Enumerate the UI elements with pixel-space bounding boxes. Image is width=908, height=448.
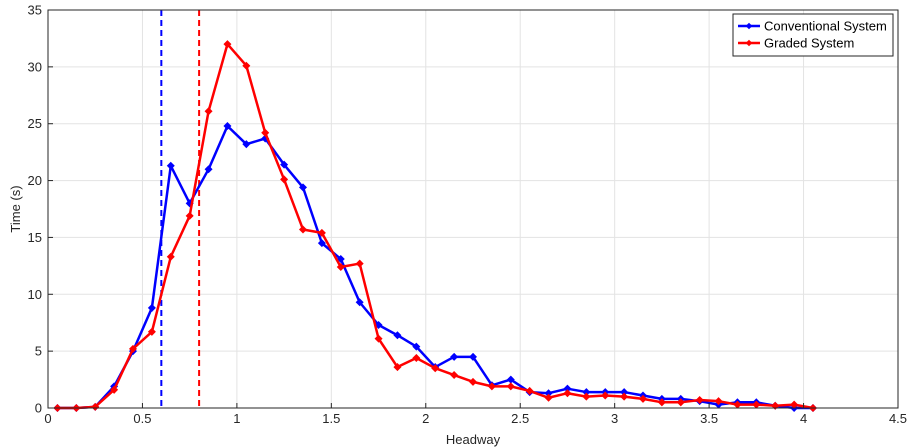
data-point-marker (412, 342, 421, 351)
x-axis-ticks: 0 0.5 1 1.5 2 2.5 3 3.5 4 4.5 (44, 403, 907, 426)
data-point-marker (128, 344, 138, 353)
data-point-marker (242, 140, 251, 149)
data-point-marker (374, 320, 383, 329)
data-point-marker (771, 401, 780, 410)
reference-lines (160, 10, 201, 408)
y-tick-label: 10 (28, 287, 42, 302)
series-line (57, 42, 814, 410)
x-tick-label: 0.5 (133, 411, 151, 426)
x-tick-label: 3.5 (700, 411, 718, 426)
y-axis-label: Time (s) (8, 185, 23, 232)
data-point-marker (280, 175, 289, 184)
x-tick-label: 3 (611, 411, 618, 426)
x-tick-label: 2 (422, 411, 429, 426)
data-point-marker (185, 211, 194, 220)
data-point-marker (582, 392, 591, 401)
data-point-marker (261, 128, 270, 137)
data-point-marker (110, 385, 119, 394)
plot-frame (47, 9, 899, 409)
data-point-marker (298, 225, 308, 234)
x-tick-label: 4.5 (889, 411, 907, 426)
data-point-marker (336, 262, 345, 272)
data-point-marker (91, 402, 100, 411)
data-point-marker (695, 396, 704, 405)
data-point-marker (280, 160, 289, 169)
data-point-marker (317, 239, 326, 248)
x-axis-label: Headway (446, 432, 501, 447)
data-point-marker (147, 327, 156, 336)
data-point-marker (298, 183, 308, 192)
legend-marker (745, 22, 753, 30)
data-point-marker (450, 352, 459, 361)
legend: Conventional System Graded System (732, 13, 894, 57)
legend-entries: Conventional System Graded System (738, 19, 887, 51)
data-point-marker (450, 371, 459, 380)
data-point-marker (506, 382, 515, 391)
data-point-marker (620, 392, 629, 401)
x-tick-label: 2.5 (511, 411, 529, 426)
data-point-marker (223, 121, 232, 130)
y-tick-label: 15 (28, 230, 42, 245)
grid (47, 9, 899, 409)
y-tick-label: 20 (28, 173, 42, 188)
data-point-marker (393, 363, 402, 372)
data-point-marker (166, 252, 175, 261)
data-point-marker (638, 394, 648, 403)
y-tick-label: 35 (28, 3, 42, 18)
y-tick-label: 30 (28, 59, 42, 74)
data-point-marker (336, 255, 345, 264)
legend-label: Graded System (764, 36, 854, 51)
legend-box (732, 13, 894, 57)
data-point-marker (544, 393, 553, 402)
x-tick-label: 1.5 (322, 411, 340, 426)
data-point-marker (657, 398, 666, 407)
data-point-marker (166, 161, 175, 170)
data-point-marker (393, 331, 402, 340)
data-point-marker (204, 107, 213, 116)
data-point-marker (601, 391, 610, 400)
y-tick-label: 0 (35, 401, 42, 416)
data-point-marker (412, 353, 421, 362)
data-point-marker (204, 165, 213, 174)
x-tick-label: 1 (233, 411, 240, 426)
data-point-marker (431, 364, 440, 373)
data-point-marker (242, 61, 251, 70)
y-tick-label: 5 (35, 344, 42, 359)
data-point-marker (355, 259, 364, 268)
legend-label: Conventional System (764, 19, 887, 34)
data-point-marker (487, 382, 496, 391)
data-point-marker (563, 389, 572, 398)
data-point-marker (676, 398, 685, 407)
series-lines (53, 40, 818, 413)
y-tick-label: 25 (28, 116, 42, 131)
data-point-marker (147, 303, 156, 312)
data-point-marker (355, 298, 364, 307)
data-point-marker (468, 377, 478, 386)
data-point-marker (468, 352, 478, 361)
data-point-marker (374, 334, 383, 343)
series-group (53, 40, 818, 413)
y-axis-ticks: 0 5 10 15 20 25 30 35 (28, 3, 53, 416)
data-point-marker (525, 386, 534, 395)
x-tick-label: 0 (44, 411, 51, 426)
legend-marker (745, 39, 753, 47)
x-tick-label: 4 (800, 411, 807, 426)
data-point-marker (223, 40, 232, 49)
data-point-marker (714, 397, 723, 406)
data-point-marker (317, 228, 326, 237)
